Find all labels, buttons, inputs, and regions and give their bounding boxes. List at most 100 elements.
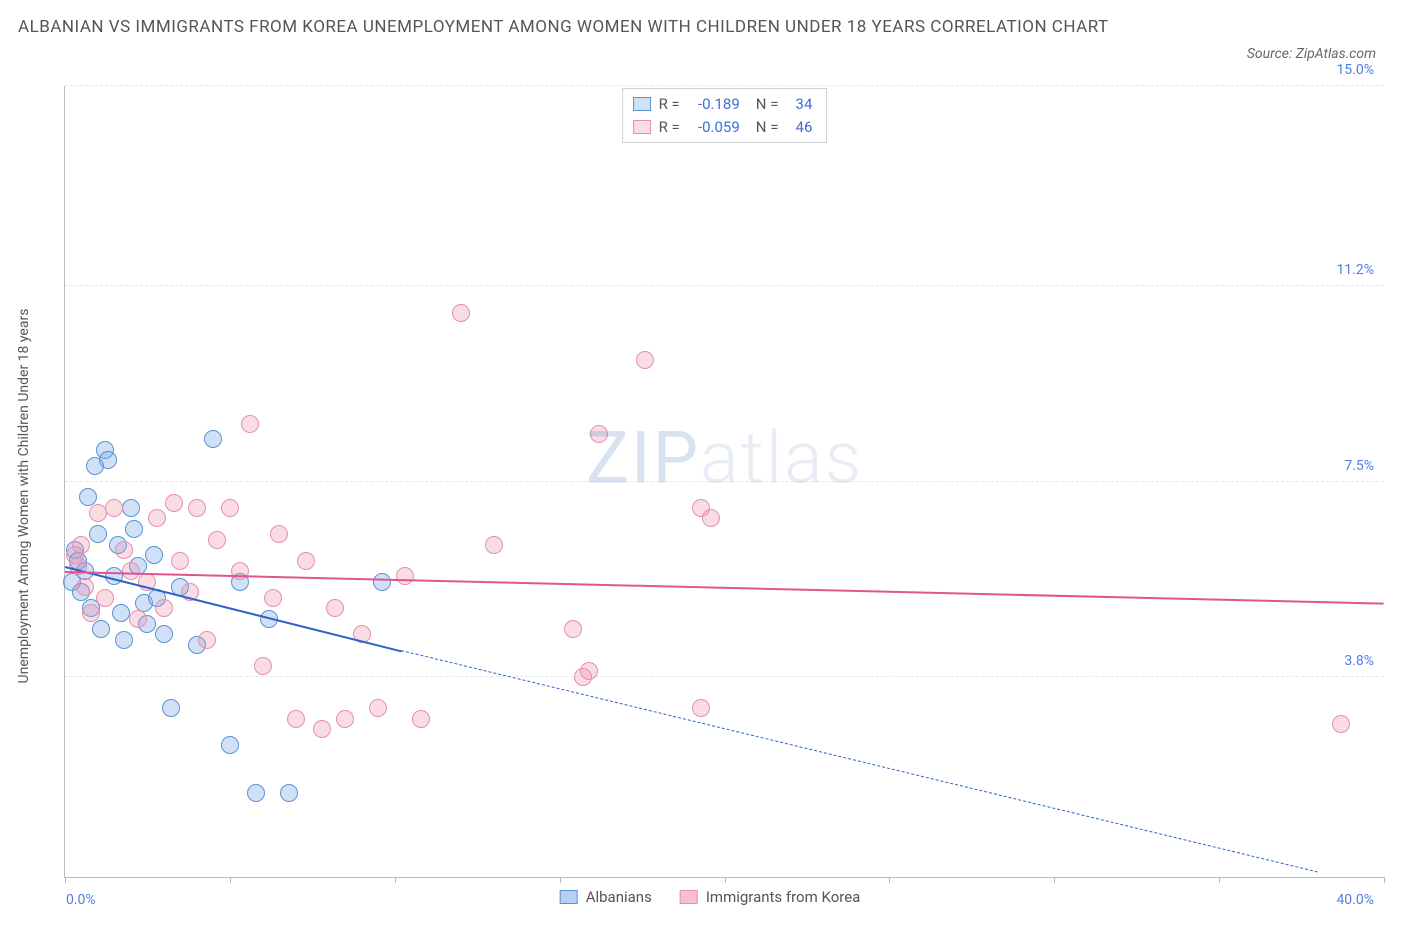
legend-r-label: R =: [659, 116, 680, 139]
data-point: [702, 509, 720, 527]
data-point: [89, 525, 107, 543]
y-tick-label: 3.8%: [1344, 653, 1374, 669]
data-point: [82, 604, 100, 622]
gridline: [65, 481, 1384, 482]
data-point: [221, 736, 239, 754]
data-point: [115, 541, 133, 559]
data-point: [122, 499, 140, 517]
data-point: [162, 699, 180, 717]
x-tick-mark: [395, 877, 396, 883]
data-point: [145, 546, 163, 564]
legend-item: Immigrants from Korea: [680, 888, 860, 906]
data-point: [1332, 715, 1350, 733]
data-point: [369, 699, 387, 717]
data-point: [264, 589, 282, 607]
data-point: [76, 578, 94, 596]
legend-item: Albanians: [560, 888, 652, 906]
data-point: [564, 620, 582, 638]
trend-line: [401, 650, 1318, 872]
data-point: [287, 710, 305, 728]
legend-swatch: [680, 890, 698, 904]
data-point: [72, 536, 90, 554]
legend-r-value: -0.189: [688, 93, 740, 116]
data-point: [336, 710, 354, 728]
x-tick-mark: [889, 877, 890, 883]
data-point: [313, 720, 331, 738]
watermark: ZIPatlas: [586, 415, 863, 500]
x-axis-max-label: 40.0%: [1336, 892, 1374, 908]
data-point: [204, 430, 222, 448]
data-point: [692, 699, 710, 717]
data-point: [452, 304, 470, 322]
data-point: [112, 604, 130, 622]
gridline: [65, 285, 1384, 286]
scatter-chart: Unemployment Among Women with Children U…: [36, 86, 1384, 906]
legend-swatch: [560, 890, 578, 904]
data-point: [89, 504, 107, 522]
legend-row: R = -0.189 N = 34: [633, 93, 813, 116]
data-point: [580, 662, 598, 680]
legend-n-label: N =: [756, 116, 779, 139]
data-point: [208, 531, 226, 549]
x-tick-mark: [1054, 877, 1055, 883]
legend-swatch: [633, 120, 651, 134]
data-point: [92, 620, 110, 638]
data-point: [412, 710, 430, 728]
gridline: [65, 85, 1384, 86]
data-point: [396, 567, 414, 585]
y-tick-label: 7.5%: [1344, 458, 1374, 474]
data-point: [590, 425, 608, 443]
x-tick-mark: [65, 877, 66, 883]
data-point: [198, 631, 216, 649]
data-point: [485, 536, 503, 554]
data-point: [221, 499, 239, 517]
legend-n-value: 34: [786, 93, 812, 116]
data-point: [96, 589, 114, 607]
data-point: [129, 610, 147, 628]
x-axis-min-label: 0.0%: [66, 892, 96, 908]
data-point: [254, 657, 272, 675]
data-point: [297, 552, 315, 570]
legend-n-label: N =: [756, 93, 779, 116]
legend-r-label: R =: [659, 93, 680, 116]
data-point: [270, 525, 288, 543]
series-legend: Albanians Immigrants from Korea: [560, 888, 861, 906]
watermark-atlas: atlas: [700, 415, 863, 500]
legend-r-value: -0.059: [688, 116, 740, 139]
trend-line: [65, 571, 1384, 605]
legend-row: R = -0.059 N = 46: [633, 116, 813, 139]
gridline: [65, 676, 1384, 677]
source-label: Source: ZipAtlas.com: [1247, 46, 1376, 62]
x-tick-mark: [1384, 877, 1385, 883]
y-tick-label: 15.0%: [1336, 62, 1374, 78]
data-point: [171, 552, 189, 570]
data-point: [155, 599, 173, 617]
data-point: [115, 631, 133, 649]
data-point: [247, 784, 265, 802]
data-point: [231, 562, 249, 580]
data-point: [373, 573, 391, 591]
data-point: [280, 784, 298, 802]
data-point: [241, 415, 259, 433]
legend-n-value: 46: [786, 116, 812, 139]
data-point: [326, 599, 344, 617]
correlation-legend: R = -0.189 N = 34 R = -0.059 N = 46: [622, 88, 828, 143]
data-point: [188, 499, 206, 517]
plot-area: ZIPatlas R = -0.189 N = 34 R = -0.059 N = 46 3.…: [64, 86, 1384, 878]
y-tick-label: 11.2%: [1336, 262, 1374, 278]
data-point: [148, 509, 166, 527]
x-tick-mark: [230, 877, 231, 883]
data-point: [99, 451, 117, 469]
legend-label: Albanians: [586, 888, 652, 906]
x-tick-mark: [725, 877, 726, 883]
x-tick-mark: [560, 877, 561, 883]
y-axis-label: Unemployment Among Women with Children U…: [16, 309, 32, 684]
chart-title: ALBANIAN VS IMMIGRANTS FROM KOREA UNEMPL…: [18, 14, 1118, 41]
data-point: [122, 562, 140, 580]
x-tick-mark: [1219, 877, 1220, 883]
legend-swatch: [633, 97, 651, 111]
data-point: [105, 499, 123, 517]
legend-label: Immigrants from Korea: [706, 888, 860, 906]
data-point: [155, 625, 173, 643]
data-point: [125, 520, 143, 538]
